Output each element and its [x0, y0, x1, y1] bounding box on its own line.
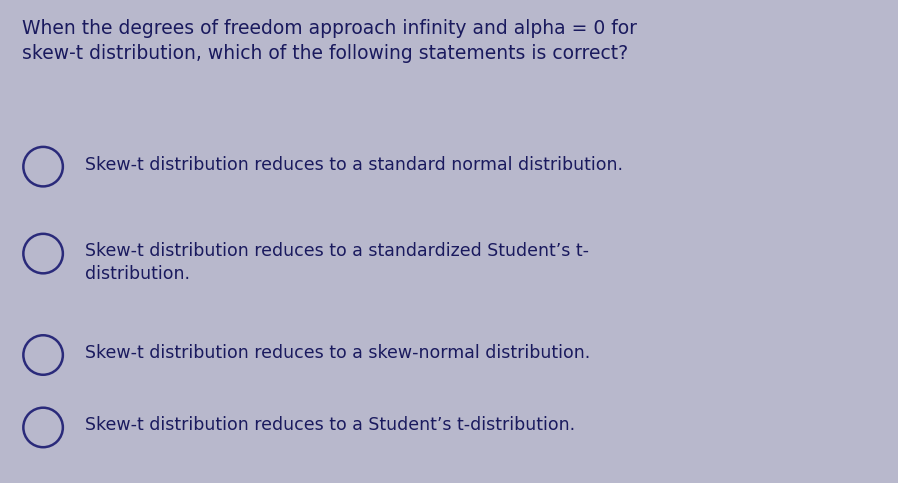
Text: Skew-t distribution reduces to a skew-normal distribution.: Skew-t distribution reduces to a skew-no… [85, 344, 591, 362]
Text: Skew-t distribution reduces to a standard normal distribution.: Skew-t distribution reduces to a standar… [85, 156, 623, 173]
Text: Skew-t distribution reduces to a Student’s t-distribution.: Skew-t distribution reduces to a Student… [85, 416, 576, 434]
Text: When the degrees of freedom approach infinity and alpha = 0 for
skew-t distribut: When the degrees of freedom approach inf… [22, 19, 638, 63]
Text: Skew-t distribution reduces to a standardized Student’s t-
distribution.: Skew-t distribution reduces to a standar… [85, 242, 589, 284]
